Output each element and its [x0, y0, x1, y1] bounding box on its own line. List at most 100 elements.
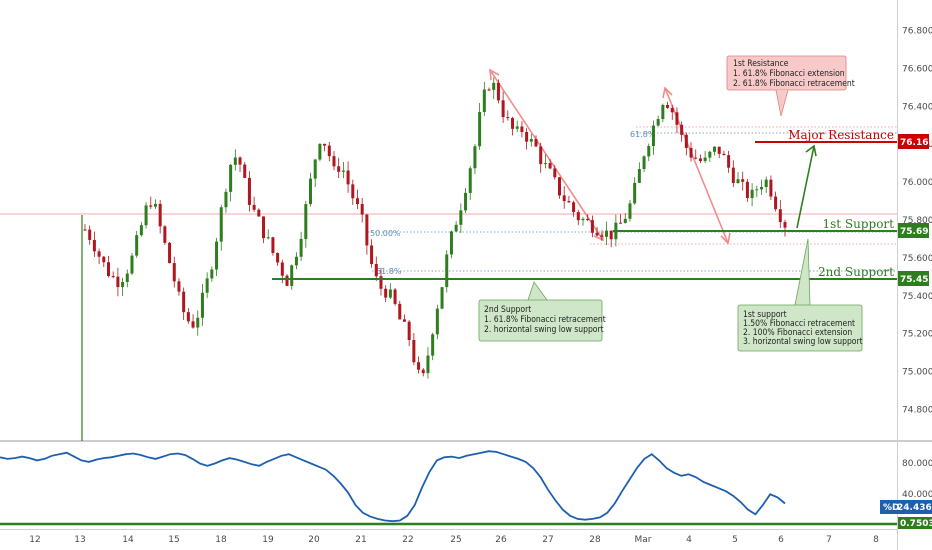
candle-body — [755, 189, 759, 191]
candle-body — [412, 340, 416, 363]
second-support-callout-box — [478, 299, 603, 342]
osc-series-name: %D — [883, 503, 900, 513]
swing-arrow-2 — [664, 87, 729, 244]
resistance-callout: 1st Resistance 1. 61.8% Fibonacci extens… — [726, 55, 855, 117]
candle-body — [600, 235, 604, 237]
candle-body — [233, 157, 237, 165]
swing-arrow-1-head-bottom — [593, 229, 604, 242]
price-tag-second-support-value: 75.452 — [900, 275, 932, 285]
candle-body — [473, 146, 477, 169]
candle-body — [440, 287, 444, 309]
candle-body — [642, 156, 646, 170]
candle-body — [449, 231, 453, 255]
candle-body — [285, 275, 289, 286]
candle-body — [774, 196, 778, 210]
oscillator-line — [0, 450, 786, 523]
candle-body — [760, 187, 764, 190]
candle-body — [407, 321, 411, 341]
osc-value-tag-bg — [880, 500, 932, 514]
candle-body — [511, 118, 515, 129]
candle-body — [623, 218, 627, 224]
first-support-label: 1st Support — [822, 217, 894, 231]
price-tag-major-resistance: 76.166 — [898, 134, 932, 149]
price-tick-label: 76.600 — [902, 64, 932, 74]
candle-body — [562, 195, 566, 202]
candle-body — [717, 146, 721, 154]
swing-arrows — [489, 68, 731, 245]
time-tick-label: 4 — [686, 535, 692, 545]
candle-body — [426, 355, 430, 374]
candle-body — [215, 241, 219, 270]
time-tick-label: 20 — [308, 535, 320, 545]
candle-body — [548, 163, 552, 169]
candle-body — [525, 131, 529, 142]
candle-body — [713, 146, 717, 152]
candle-body — [539, 146, 543, 165]
candle-body — [694, 157, 698, 159]
time-tick-label: 19 — [262, 535, 274, 545]
candlestick-series — [83, 77, 787, 379]
candle-body — [388, 289, 392, 298]
candle-body — [661, 104, 665, 120]
candle-body — [783, 222, 787, 228]
candle-body — [736, 179, 740, 183]
candle-body — [482, 89, 486, 112]
candle-body — [125, 273, 129, 282]
oscillator-pane: 80.0000 40.0000 %D 24.4362 0.7503 — [0, 450, 932, 529]
candle-body — [351, 184, 355, 199]
candle-body — [313, 159, 317, 179]
time-tick-label: 5 — [732, 535, 738, 545]
candle-body — [769, 179, 773, 197]
candle-body — [341, 170, 345, 172]
candle-body — [355, 198, 359, 205]
time-tick-label: 6 — [778, 535, 784, 545]
candle-body — [102, 256, 106, 263]
candle-body — [529, 139, 533, 142]
candle-body — [238, 157, 242, 165]
candle-body — [83, 229, 87, 231]
candle-body — [670, 107, 674, 113]
candle-body — [196, 317, 200, 328]
candle-body — [346, 170, 350, 185]
first-support-callout-line-1: 1.50% Fibonacci retracement — [743, 319, 855, 329]
time-tick-label: 21 — [355, 535, 366, 545]
fib-label-50: 50.00% — [370, 229, 401, 238]
candle-body — [379, 276, 383, 289]
candle-body — [421, 369, 425, 374]
price-tick-label: 76.400 — [902, 102, 932, 112]
candle-body — [722, 153, 726, 156]
candle-body — [553, 168, 557, 178]
candle-body — [534, 139, 538, 147]
candle-body — [708, 151, 712, 158]
first-support-callout: 1st support 1.50% Fibonacci retracement … — [737, 238, 863, 352]
candle-body — [186, 312, 190, 322]
candle-body — [280, 262, 284, 276]
candle-body — [637, 169, 641, 183]
price-tag-major-resistance-value: 76.166 — [900, 138, 932, 148]
time-axis-ticks: 12 13 14 15 18 19 20 21 22 25 26 27 28 Mar 4 5 6 7 8 — [29, 535, 879, 545]
candle-body — [464, 192, 468, 211]
price-tag-major-resistance-bg — [898, 134, 929, 149]
swing-arrow-1 — [489, 69, 604, 241]
candle-body — [750, 189, 754, 199]
second-support-callout-title: 2nd Support — [484, 305, 531, 315]
candle-body — [478, 111, 482, 147]
candle-body — [158, 203, 162, 227]
candle-body — [163, 226, 167, 243]
candle-body — [398, 303, 402, 320]
time-tick-label: Mar — [635, 535, 652, 545]
fib-label-618-lower: 61.8% — [376, 267, 402, 276]
candle-body — [506, 117, 510, 119]
price-tag-second-support: 75.452 — [898, 271, 932, 286]
candle-body — [520, 126, 524, 132]
candle-body — [247, 177, 251, 205]
candle-body — [299, 238, 303, 257]
candle-body — [130, 255, 134, 274]
candle-body — [309, 178, 313, 205]
time-tick-label: 22 — [402, 535, 413, 545]
candle-body — [684, 134, 688, 148]
time-tick-label: 7 — [826, 535, 832, 545]
candle-body — [323, 143, 327, 146]
candle-body — [731, 167, 735, 183]
price-tick-label: 74.800 — [902, 406, 932, 416]
